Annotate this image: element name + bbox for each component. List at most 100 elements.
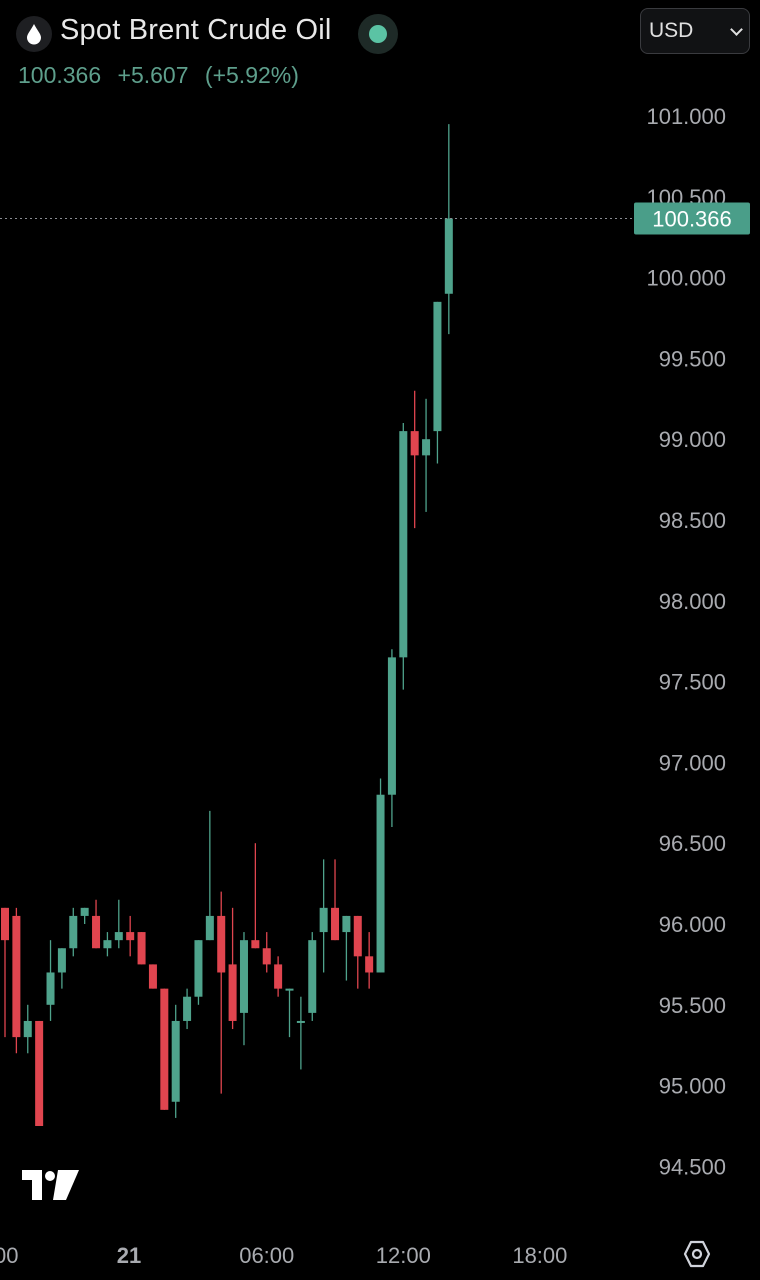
candle bbox=[114, 899, 123, 949]
candle-body bbox=[251, 940, 260, 949]
price-tick-label: 96.500 bbox=[659, 831, 726, 856]
candle-body bbox=[387, 657, 396, 795]
candle-body bbox=[35, 1020, 44, 1126]
candles-layer bbox=[1, 124, 453, 1126]
last-price-label: 100.366 bbox=[652, 206, 732, 231]
candle-body bbox=[69, 915, 78, 949]
candle-body bbox=[92, 915, 101, 949]
candle-body bbox=[422, 439, 431, 456]
candle bbox=[35, 1020, 44, 1126]
candle-body bbox=[171, 1020, 180, 1102]
quote-line: 100.366 +5.607 (+5.92%) bbox=[18, 62, 309, 89]
currency-select[interactable]: USD bbox=[640, 8, 750, 54]
candle bbox=[103, 932, 112, 957]
time-tick-label: 12:00 bbox=[376, 1243, 431, 1268]
candle bbox=[46, 940, 55, 1021]
candle bbox=[194, 940, 203, 1005]
candle bbox=[23, 1004, 32, 1054]
settings-icon[interactable] bbox=[683, 1240, 711, 1268]
candle bbox=[171, 1004, 180, 1118]
candle-body bbox=[262, 948, 271, 965]
tradingview-logo-icon[interactable] bbox=[22, 1170, 80, 1205]
price-tick-label: 98.500 bbox=[659, 508, 726, 533]
candle-body bbox=[353, 915, 362, 957]
candle-body bbox=[126, 932, 135, 941]
last-price: 100.366 bbox=[18, 62, 102, 88]
candle-body bbox=[433, 301, 442, 432]
candle bbox=[285, 988, 294, 1038]
price-tick-label: 94.500 bbox=[659, 1154, 726, 1179]
candle-body bbox=[103, 940, 112, 949]
price-tick-label: 101.000 bbox=[646, 104, 726, 129]
candle bbox=[319, 859, 328, 973]
candle bbox=[410, 390, 419, 529]
time-tick-label: 18:00 bbox=[512, 1243, 567, 1268]
oil-drop-icon[interactable] bbox=[16, 16, 52, 52]
candle bbox=[387, 649, 396, 828]
last-price-marker: 100.366 bbox=[0, 202, 750, 235]
candle-body bbox=[217, 915, 226, 973]
candle-body bbox=[444, 218, 453, 294]
candle-body bbox=[46, 972, 55, 1005]
price-tick-label: 97.000 bbox=[659, 750, 726, 775]
candle-body bbox=[410, 431, 419, 456]
price-tick-label: 100.000 bbox=[646, 266, 726, 291]
candle bbox=[331, 859, 340, 941]
candle-body bbox=[160, 988, 169, 1110]
candle bbox=[274, 956, 283, 997]
candle bbox=[239, 932, 248, 1046]
candle bbox=[148, 964, 157, 989]
candle bbox=[433, 301, 442, 464]
candle bbox=[1, 907, 9, 1038]
candle bbox=[342, 915, 351, 981]
candle-body bbox=[183, 996, 192, 1021]
candle bbox=[183, 988, 192, 1030]
candle bbox=[296, 996, 305, 1070]
candle bbox=[376, 778, 385, 973]
candle-body bbox=[239, 940, 248, 1013]
candle-body bbox=[365, 956, 374, 973]
candle-body bbox=[342, 915, 351, 933]
price-tick-label: 95.000 bbox=[659, 1074, 726, 1099]
candle bbox=[251, 843, 260, 949]
candle bbox=[399, 423, 408, 690]
candle bbox=[217, 891, 226, 1094]
candle-body bbox=[205, 915, 214, 941]
candle bbox=[12, 907, 21, 1054]
time-tick-label: 06:00 bbox=[239, 1243, 294, 1268]
time-tick-label: 21 bbox=[117, 1243, 141, 1268]
price-change: +5.607 bbox=[117, 62, 189, 88]
candle bbox=[365, 932, 374, 989]
candle-body bbox=[296, 1020, 305, 1023]
price-tick-label: 95.500 bbox=[659, 993, 726, 1018]
price-tick-label: 96.000 bbox=[659, 912, 726, 937]
price-tick-label: 99.000 bbox=[659, 427, 726, 452]
price-axis: 101.000100.500100.00099.50099.00098.5009… bbox=[646, 104, 726, 1179]
candle-body bbox=[399, 431, 408, 658]
candle bbox=[205, 810, 214, 941]
candle-body bbox=[308, 940, 317, 1013]
candle-body bbox=[228, 964, 237, 1021]
candle bbox=[80, 907, 89, 924]
candle-body bbox=[23, 1020, 32, 1038]
candle-body bbox=[376, 794, 385, 973]
candle bbox=[160, 988, 169, 1110]
candle bbox=[422, 398, 431, 512]
last-price-badge bbox=[634, 202, 750, 235]
candle-body bbox=[274, 964, 283, 989]
candle-body bbox=[148, 964, 157, 989]
symbol-title[interactable]: Spot Brent Crude Oil bbox=[60, 14, 332, 46]
chart-header: Spot Brent Crude Oil 100.366 +5.607 (+5.… bbox=[0, 0, 760, 100]
price-tick-label: 99.500 bbox=[659, 346, 726, 371]
candle bbox=[228, 907, 237, 1030]
candle-body bbox=[137, 932, 146, 965]
candle-body bbox=[331, 907, 340, 941]
candle bbox=[57, 948, 66, 989]
candle-body bbox=[57, 948, 66, 973]
status-dot bbox=[369, 25, 387, 43]
market-status-icon[interactable] bbox=[358, 14, 398, 54]
candle-body bbox=[194, 940, 203, 997]
price-tick-label: 98.000 bbox=[659, 589, 726, 614]
time-tick-label: 7:00 bbox=[0, 1243, 18, 1268]
